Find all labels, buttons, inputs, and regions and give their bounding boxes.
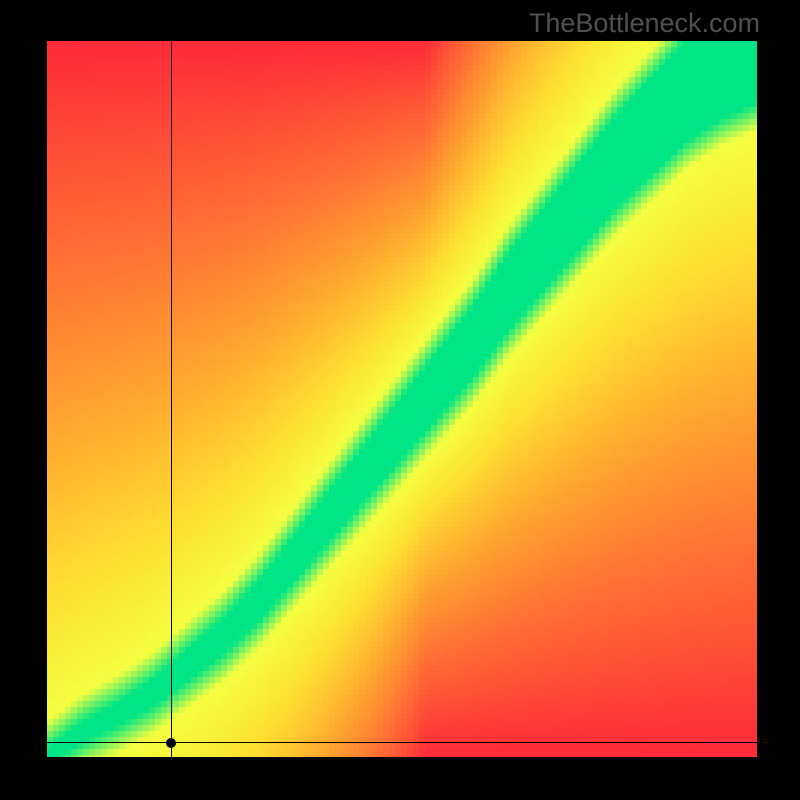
crosshair-marker xyxy=(166,738,176,748)
crosshair-horizontal xyxy=(47,742,757,743)
bottleneck-heatmap xyxy=(47,41,757,757)
crosshair-vertical xyxy=(171,41,172,757)
watermark-text: TheBottleneck.com xyxy=(529,8,760,39)
chart-root: TheBottleneck.com xyxy=(0,0,800,800)
